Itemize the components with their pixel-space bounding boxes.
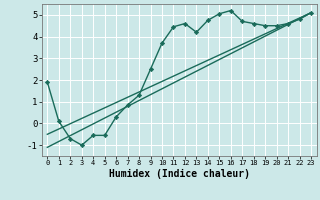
X-axis label: Humidex (Indice chaleur): Humidex (Indice chaleur) xyxy=(109,169,250,179)
